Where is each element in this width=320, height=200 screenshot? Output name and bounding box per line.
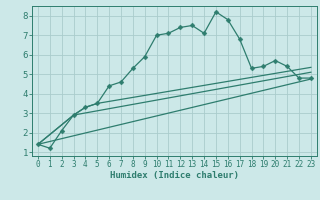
X-axis label: Humidex (Indice chaleur): Humidex (Indice chaleur) [110,171,239,180]
